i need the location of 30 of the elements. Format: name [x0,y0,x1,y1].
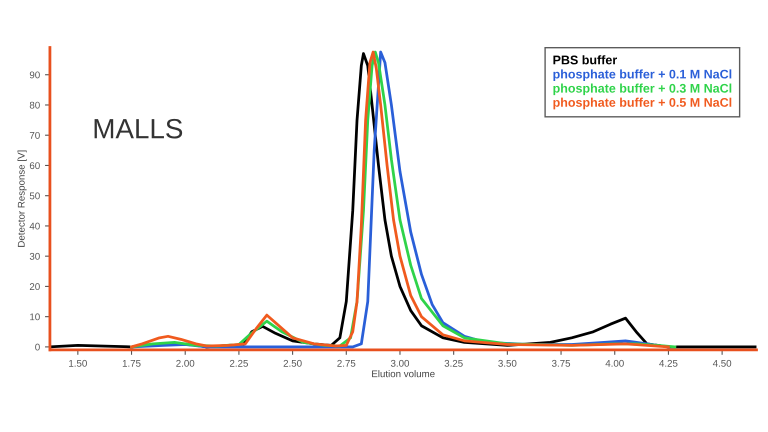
x-tick-label: 3.25 [444,360,463,367]
text: phosphate buffer + 0.3 M NaCl [553,84,732,96]
text: phosphate buffer + 0.5 M NaCl [553,98,732,110]
y-axis-title: Detector Response [V] [18,150,27,247]
x-tick-label: 1.75 [122,360,141,367]
y-tick-label: 30 [30,252,40,260]
y-tick-label: 90 [30,71,40,78]
x-tick-label: 4.00 [606,360,624,367]
y-tick-label: 0 [35,344,40,351]
y-tick-label: 10 [30,313,40,320]
x-tick-label: 2.75 [337,360,356,367]
x-tick-label: 3.00 [390,360,410,367]
y-tick-label: 40 [30,222,40,230]
text: PBS buffer [553,55,617,64]
annotation: MALLS [94,118,182,139]
x-tick-label: 3.75 [552,360,570,367]
y-tick-label: 20 [30,283,40,290]
x-tick-label: 2.00 [176,360,194,367]
x-tick-label: 2.25 [230,360,248,367]
x-tick-label: 2.50 [284,360,302,367]
x-axis-title: Elution volume [372,370,435,378]
text: phosphate buffer + 0.1 M NaCl [553,69,732,82]
x-tick-label: 1.50 [69,360,87,367]
x-tick-label: 3.50 [498,360,516,367]
y-tick-label: 70 [30,132,40,139]
y-tick-label: 60 [30,162,40,170]
x-tick-label: 4.25 [659,360,678,367]
y-tick-label: 50 [30,192,40,200]
x-tick-label: 4.50 [712,360,732,367]
y-tick-label: 80 [30,102,40,109]
